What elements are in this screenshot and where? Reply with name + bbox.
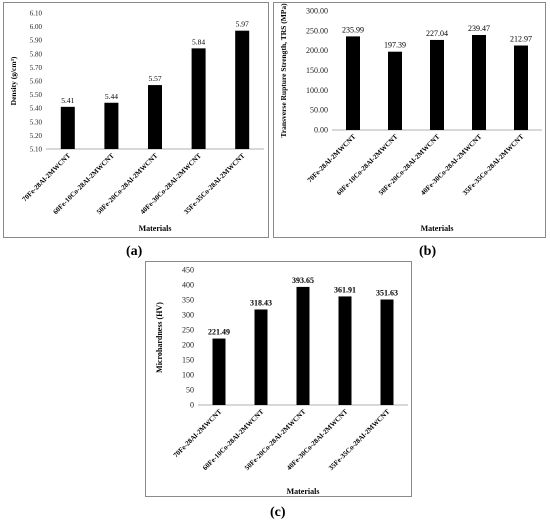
data-label: 235.99 bbox=[342, 25, 364, 34]
bar bbox=[148, 85, 162, 149]
y-tick-label: 100 bbox=[182, 371, 194, 380]
y-tick-label: 350 bbox=[182, 296, 194, 305]
data-label: 393.65 bbox=[292, 276, 314, 285]
data-label: 239.47 bbox=[468, 24, 490, 33]
y-tick-label: 6.00 bbox=[30, 23, 43, 31]
data-label: 221.49 bbox=[208, 328, 230, 337]
bar bbox=[514, 45, 528, 131]
y-tick-label: 5.60 bbox=[30, 78, 43, 86]
y-axis-title: Density (g/cm³) bbox=[9, 56, 18, 105]
bar bbox=[212, 338, 226, 405]
density-chart-panel: 5.10 5.20 5.30 5.40 5.50 5.60 5.70 5.80 5.90 6.00… bbox=[3, 2, 269, 238]
bar bbox=[104, 102, 119, 149]
y-tick-label: 200 bbox=[182, 341, 194, 350]
y-tick-label: 300 bbox=[182, 311, 194, 320]
y-tick-label: 0 bbox=[190, 401, 194, 410]
bar bbox=[380, 299, 394, 405]
y-tick-label: 5.80 bbox=[30, 50, 43, 58]
bar bbox=[60, 106, 75, 149]
y-tick-label: 150 bbox=[182, 356, 194, 365]
data-label: 5.57 bbox=[148, 74, 161, 83]
y-axis-title: Transverse Rupture Strength, TRS (MPa) bbox=[279, 3, 288, 138]
data-label: 361.91 bbox=[334, 285, 356, 294]
y-tick-label: 0.00 bbox=[314, 126, 328, 135]
data-label: 5.44 bbox=[105, 92, 118, 101]
y-tick-label: 300.00 bbox=[306, 7, 328, 16]
y-tick-label: 200.00 bbox=[306, 46, 328, 55]
y-tick-label: 50 bbox=[186, 386, 194, 395]
bar bbox=[430, 39, 444, 131]
data-label: 212.97 bbox=[510, 35, 532, 44]
data-label: 318.43 bbox=[250, 298, 272, 307]
x-tick-label: 70Fe-28Al-2MWCNT bbox=[21, 152, 73, 204]
bar bbox=[346, 36, 360, 130]
data-label: 197.39 bbox=[384, 41, 406, 50]
trs-chart-panel: 0.00 50.00 100.00 150.00 200.00 250.00 300.00 2… bbox=[273, 2, 546, 238]
panel-label-a: (a) bbox=[126, 244, 143, 259]
y-tick-label: 250 bbox=[182, 326, 194, 335]
data-label: 227.04 bbox=[426, 29, 448, 38]
y-tick-label: 5.70 bbox=[30, 64, 43, 72]
y-tick-label: 50.00 bbox=[310, 106, 328, 115]
density-chart: 5.10 5.20 5.30 5.40 5.50 5.60 5.70 5.80 5.90 6.00… bbox=[9, 10, 264, 233]
bar bbox=[296, 286, 310, 405]
y-tick-label: 450 bbox=[182, 266, 194, 275]
data-label: 5.84 bbox=[192, 37, 205, 46]
bar bbox=[388, 51, 402, 130]
x-axis-title: Materials bbox=[421, 224, 454, 233]
y-axis-title: Microhardness (HV) bbox=[155, 302, 164, 373]
x-axis-title: Materials bbox=[139, 224, 172, 233]
y-tick-label: 100.00 bbox=[306, 86, 328, 95]
bar bbox=[235, 30, 250, 149]
data-label: 351.63 bbox=[376, 289, 398, 298]
y-tick-label: 400 bbox=[182, 281, 194, 290]
microhardness-chart-panel: 0 50 100 150 200 250 300 350 400 450 221.49 70Fe-28… bbox=[145, 261, 412, 497]
panel-label-b: (b) bbox=[419, 244, 437, 259]
bar bbox=[472, 35, 486, 130]
y-tick-label: 150.00 bbox=[306, 66, 328, 75]
y-tick-label: 5.90 bbox=[30, 37, 43, 45]
trs-chart: 0.00 50.00 100.00 150.00 200.00 250.00 300.00 2… bbox=[279, 3, 542, 233]
panel-label-c: (c) bbox=[270, 505, 286, 520]
y-tick-label: 5.30 bbox=[30, 118, 43, 126]
microhardness-chart: 050100150200250300350400450221.4970Fe-28… bbox=[155, 266, 408, 496]
data-label: 5.97 bbox=[236, 20, 249, 29]
y-tick-label: 5.50 bbox=[30, 91, 43, 99]
y-tick-label: 250.00 bbox=[306, 26, 328, 35]
y-tick-label: 5.20 bbox=[30, 132, 43, 140]
bar bbox=[191, 48, 206, 149]
bar bbox=[254, 309, 268, 405]
y-tick-label: 5.40 bbox=[30, 105, 43, 113]
data-label: 5.41 bbox=[61, 96, 74, 105]
y-tick-label: 5.10 bbox=[30, 146, 43, 154]
y-tick-label: 6.10 bbox=[30, 10, 43, 18]
x-axis-title: Materials bbox=[287, 487, 320, 496]
bar bbox=[338, 296, 352, 405]
